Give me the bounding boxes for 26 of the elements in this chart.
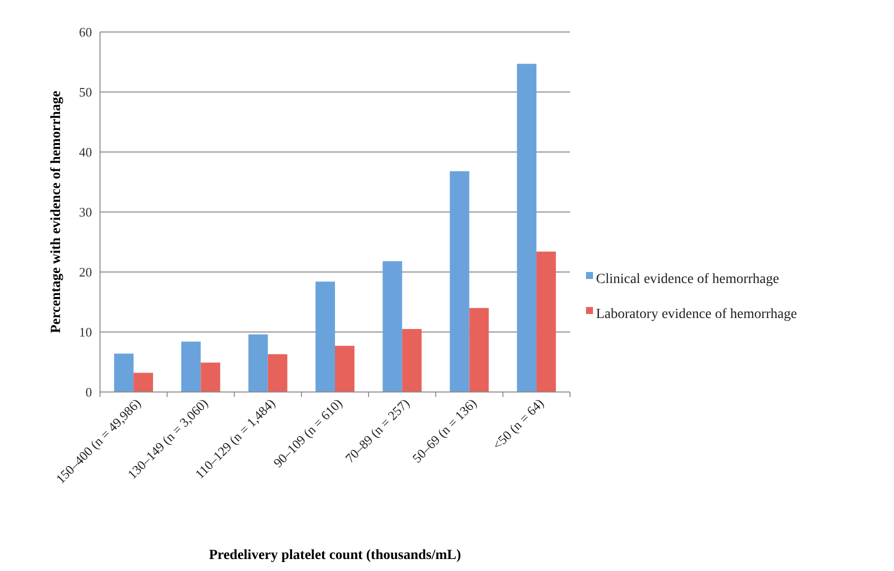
bar [450,171,470,392]
legend-label: Clinical evidence of hemorrhage [596,272,780,287]
bar [114,354,134,392]
y-tick-label: 40 [79,144,92,160]
bar [382,261,402,392]
bar [248,334,268,392]
y-tick-label: 10 [79,324,92,340]
bar [335,346,354,392]
bar [134,372,154,392]
y-tick-label: 60 [79,24,92,40]
bar [469,308,489,392]
y-tick-label: 50 [79,84,92,100]
x-axis-title: Predelivery platelet count (thousands/mL) [208,548,462,563]
bar [316,282,335,392]
bar [516,64,536,392]
bar [181,342,201,392]
y-axis-title: Percentage with evidence of hemorrhage [49,90,64,334]
bar [536,252,556,392]
y-tick-label: 30 [79,204,92,220]
bar [200,362,220,392]
bar [268,354,288,392]
x-tick-label: <50 (n = 64) [490,396,547,452]
y-tick-label: 20 [79,264,92,280]
bar [402,329,422,392]
legend-label: Laboratory evidence of hemorrhage [596,306,797,322]
y-tick-label: 0 [86,384,92,400]
